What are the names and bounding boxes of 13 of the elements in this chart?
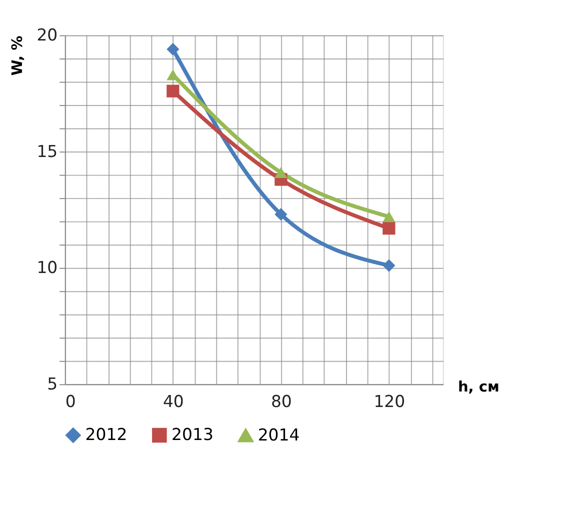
x-tick-label: 80	[270, 392, 292, 411]
x-tick-label: 120	[374, 392, 406, 411]
y-tick-label: 15	[36, 142, 58, 161]
legend-label: 2013	[172, 425, 214, 444]
x-axis-title: h, см	[458, 379, 500, 396]
y-tick-label: 10	[36, 258, 58, 278]
y-axis-title: W, %	[10, 35, 26, 76]
y-tick-label: 20	[36, 26, 58, 45]
y-tick-label: 5	[47, 374, 58, 394]
legend-label: 2012	[85, 425, 128, 444]
x-tick-label: 40	[162, 392, 184, 411]
x-tick-label: 0	[65, 392, 76, 411]
legend-label: 2014	[258, 425, 300, 444]
